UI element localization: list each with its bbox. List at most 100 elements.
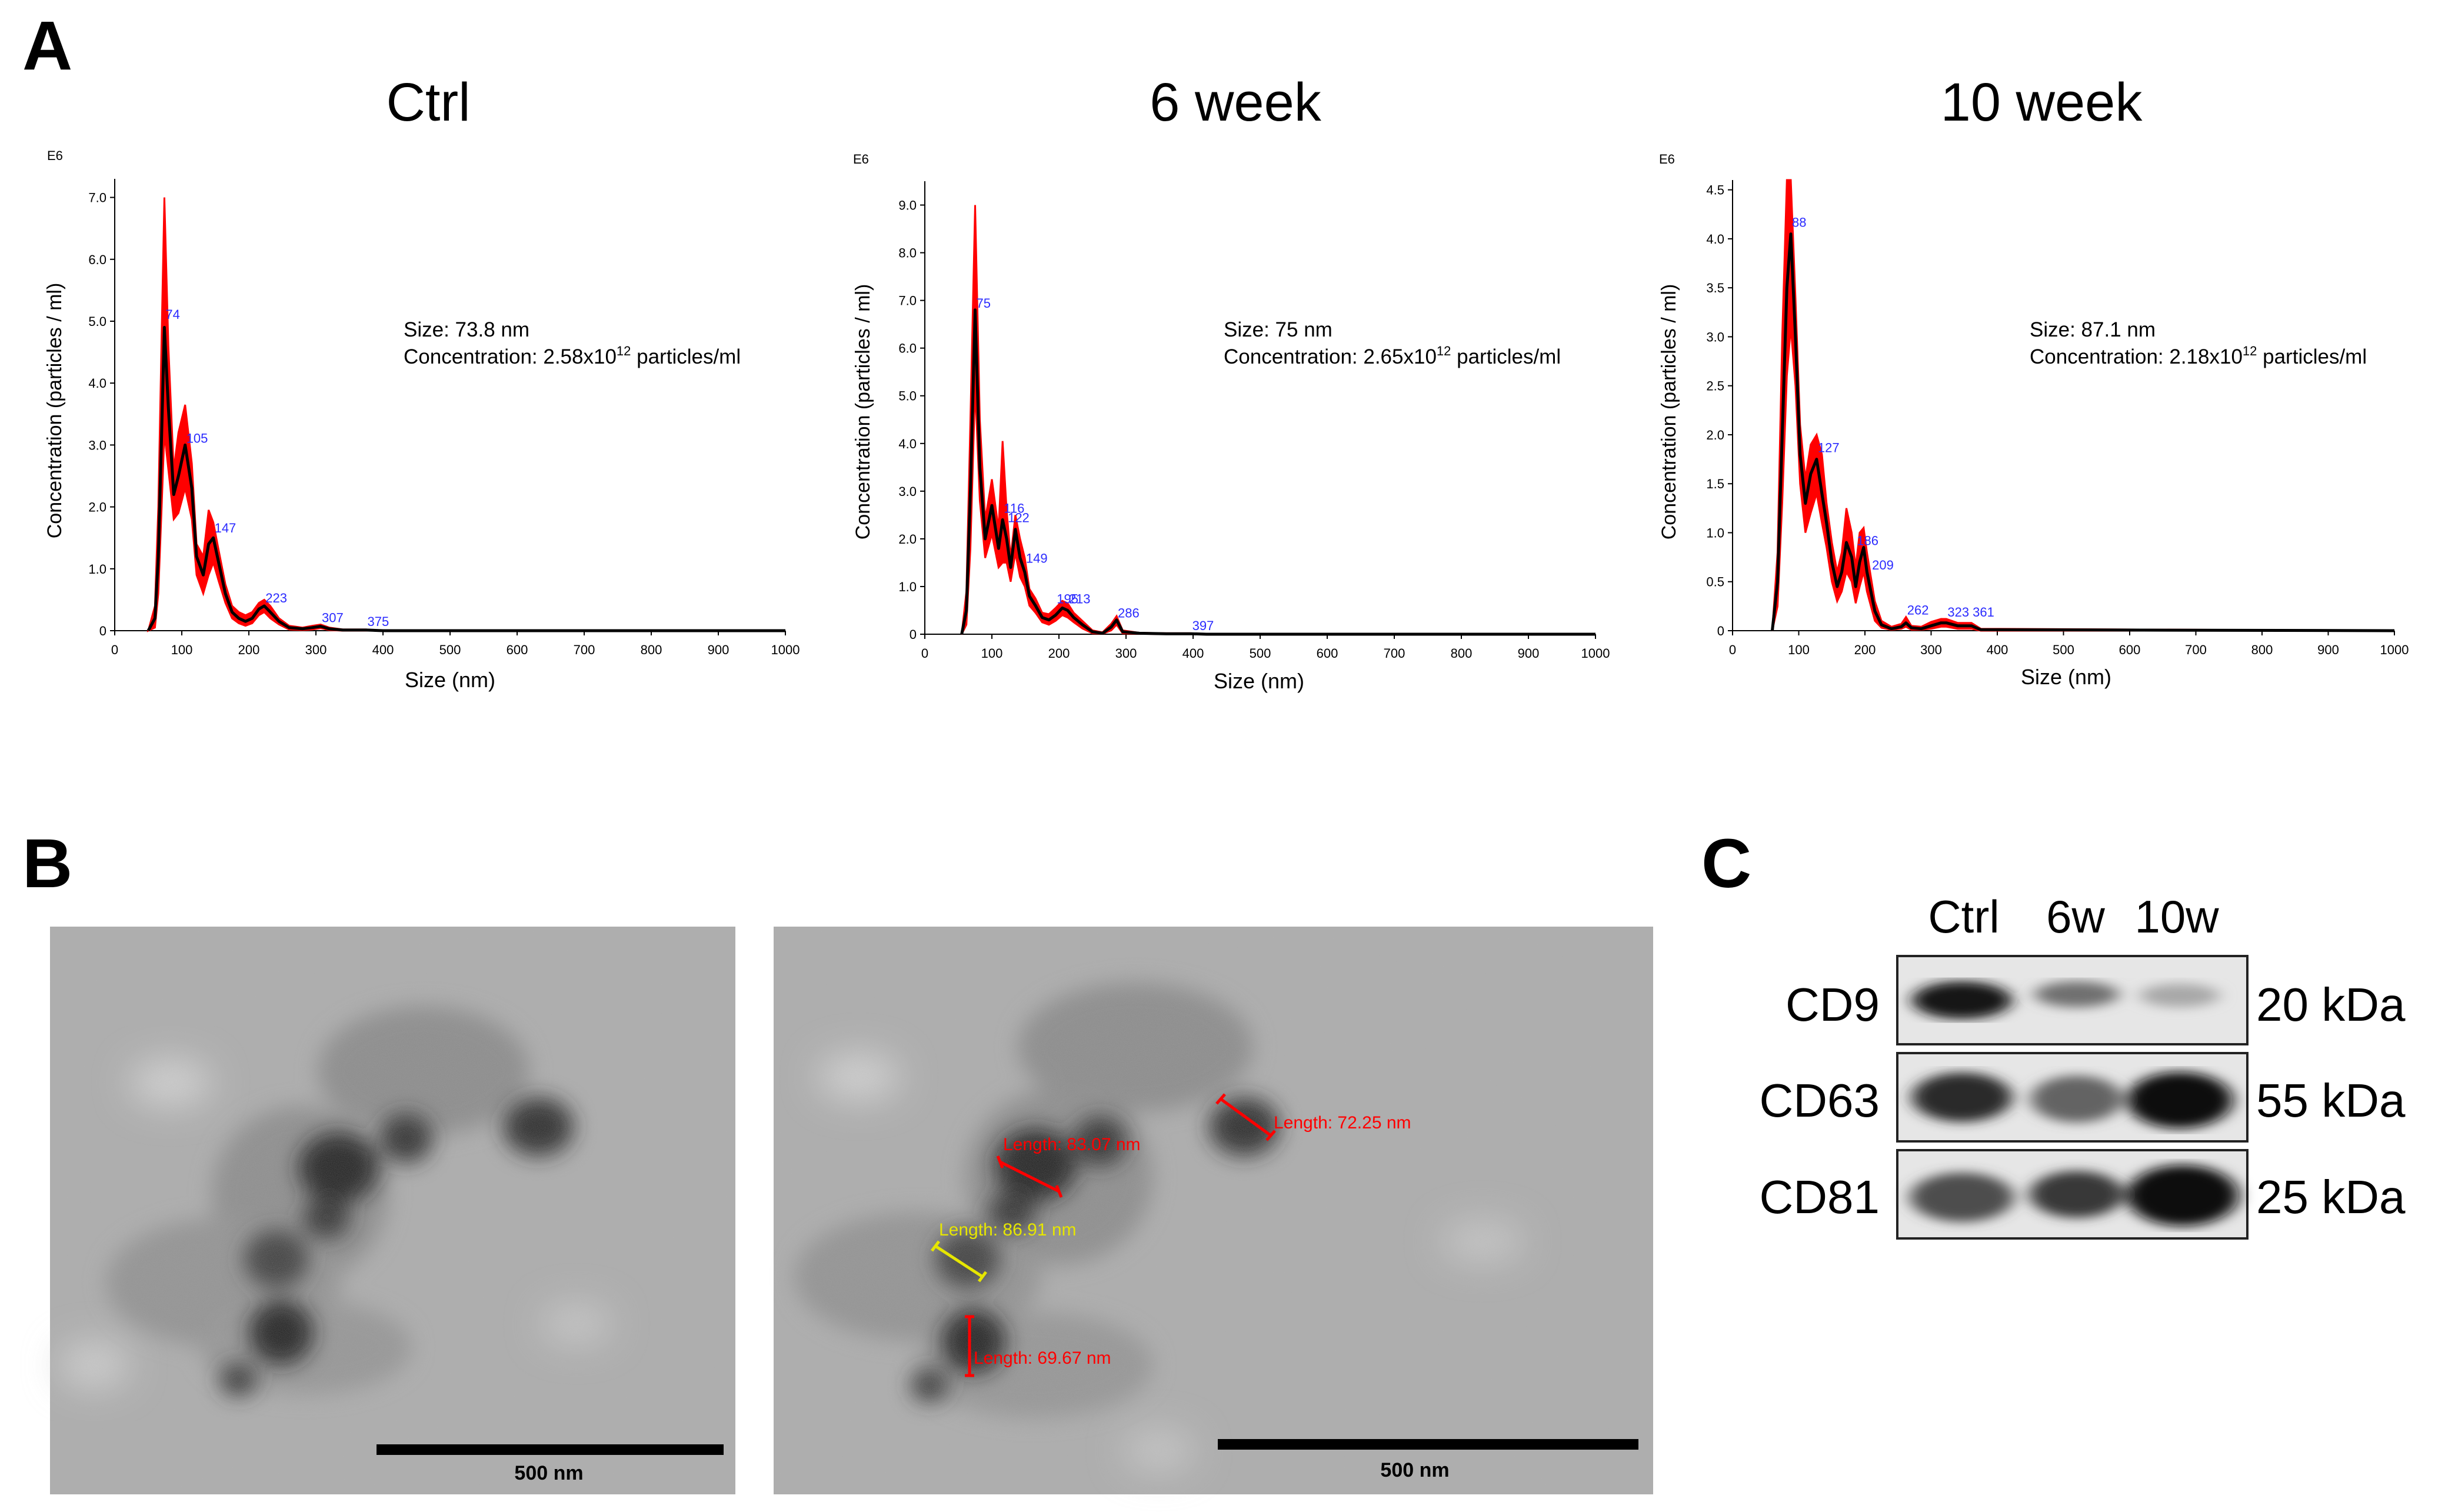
kda-label-cd63: 55 kDa: [2256, 1074, 2406, 1127]
x-tick-label: 300: [1920, 642, 1942, 657]
y-tick-label: 0: [910, 627, 917, 642]
x-tick-label: 1000: [1581, 646, 1610, 661]
y-tick-label: 8.0: [898, 246, 917, 261]
y-tick-label: 3.0: [88, 438, 106, 452]
y-tick-label: 1.5: [1706, 477, 1724, 491]
peak-label: 186: [1857, 533, 1878, 548]
blot-row-cd81: CD81 25 kDa: [1759, 1149, 2406, 1240]
x-tick-label: 500: [2053, 642, 2074, 657]
scale-bar-right: [1218, 1439, 1638, 1450]
peak-label: 323: [1947, 605, 1969, 620]
y-tick-label: 4.0: [898, 437, 917, 451]
mean-line: [1771, 232, 2395, 632]
conc-unit: particles/ml: [631, 345, 741, 368]
band-cd63-10w: [2127, 1072, 2233, 1128]
band-cd81-ctrl: [1910, 1173, 2014, 1222]
peak-label: 74: [165, 307, 179, 322]
x-tick-label: 700: [2185, 642, 2207, 657]
peak-label: 213: [1069, 591, 1091, 606]
y-tick-label: 1.0: [1706, 525, 1724, 540]
x-axis-label: Size (nm): [405, 668, 495, 692]
conc-unit: particles/ml: [1451, 345, 1561, 368]
x-tick-label: 0: [921, 646, 928, 661]
tem-image-right: Length: 83.07 nm Length: 72.25 nm Length…: [774, 927, 1653, 1494]
x-tick-label: 100: [171, 642, 193, 657]
x-tick-label: 300: [305, 642, 327, 657]
x-tick-label: 0: [111, 642, 118, 657]
size-annotation: Size: 75 nm: [1224, 318, 1333, 341]
y-tick-label: 3.5: [1706, 281, 1724, 295]
protein-label-cd9: CD9: [1786, 978, 1880, 1031]
mean-line: [960, 308, 1595, 636]
panel-letter-a: A: [22, 7, 72, 85]
y-tick-label: 7.0: [88, 191, 106, 205]
x-tick-label: 400: [1182, 646, 1204, 661]
y-tick-label: 6.0: [898, 341, 917, 356]
conc-text: Concentration: 2.65x10: [1224, 345, 1437, 368]
panel-letter-b: B: [22, 825, 72, 902]
x-tick-label: 400: [1987, 642, 2008, 657]
tem-image-left: 500 nm: [50, 927, 735, 1494]
measurement-line-4: [965, 1315, 974, 1377]
scale-bar-label-right: 500 nm: [1380, 1459, 1449, 1481]
x-tick-label: 800: [641, 642, 662, 657]
measurement-label-3: Length: 86.91 nm: [939, 1220, 1077, 1240]
x-tick-label: 100: [981, 646, 1003, 661]
measurement-label-1: Length: 83.07 nm: [1003, 1135, 1141, 1154]
peak-label: 209: [1872, 558, 1894, 572]
y-tick-label: 2.0: [898, 532, 917, 547]
protein-label-cd81: CD81: [1759, 1171, 1880, 1223]
y-tick-label: 9.0: [898, 198, 917, 213]
peak-label: 223: [265, 591, 287, 605]
protein-label-cd63: CD63: [1759, 1074, 1880, 1127]
x-tick-label: 900: [2317, 642, 2339, 657]
y-tick-label: 3.0: [1706, 329, 1724, 344]
peak-label: 307: [322, 610, 344, 625]
x-tick-label: 800: [1451, 646, 1473, 661]
peak-label: 361: [1973, 605, 1994, 620]
x-tick-label: 700: [574, 642, 595, 657]
kda-label-cd9: 20 kDa: [2256, 978, 2406, 1031]
band-cd81-10w: [2127, 1165, 2239, 1226]
mean-line: [146, 326, 785, 632]
lane-label-10w: 10w: [2134, 891, 2219, 942]
nta-chart-6-week: 6 week E6 Concentration (particles / ml)…: [852, 72, 1610, 693]
peak-label: 105: [186, 431, 208, 445]
y-tick-label: 1.0: [88, 562, 106, 577]
panel-letter-c: C: [1701, 825, 1751, 902]
measurement-line-3: [931, 1240, 987, 1283]
x-tick-label: 700: [1384, 646, 1405, 661]
x-tick-label: 300: [1115, 646, 1137, 661]
y-multiplier: E6: [853, 152, 869, 166]
blot-row-cd63: CD63 55 kDa: [1759, 1052, 2406, 1143]
y-tick-label: 4.0: [88, 376, 106, 391]
measurement-line-2: [1215, 1093, 1276, 1141]
lane-label-ctrl: Ctrl: [1928, 891, 1999, 942]
x-tick-label: 1000: [2380, 642, 2409, 657]
x-tick-label: 800: [2251, 642, 2273, 657]
size-annotation: Size: 87.1 nm: [2030, 318, 2156, 341]
x-tick-label: 900: [708, 642, 729, 657]
measurement-label-4: Length: 69.67 nm: [974, 1348, 1111, 1368]
concentration-annotation: Concentration: 2.18x1012 particles/ml: [2030, 344, 2367, 368]
error-band: [961, 205, 1595, 635]
y-tick-label: 4.5: [1706, 183, 1724, 198]
band-cd9-10w: [2140, 984, 2220, 1007]
x-tick-label: 0: [1729, 642, 1736, 657]
nta-chart-10-week: 10 week E6 Concentration (particles / ml…: [1658, 72, 2409, 689]
concentration-annotation: Concentration: 2.58x1012 particles/ml: [404, 344, 741, 368]
y-axis-label: Concentration (particles / ml): [852, 284, 874, 540]
y-axis-label: Concentration (particles / ml): [1658, 284, 1680, 540]
y-tick-label: 3.0: [898, 484, 917, 499]
y-tick-label: 2.5: [1706, 379, 1724, 394]
conc-exponent: 12: [1437, 344, 1451, 358]
band-cd63-ctrl: [1912, 1073, 2012, 1122]
y-multiplier: E6: [1659, 152, 1675, 166]
x-tick-label: 400: [372, 642, 394, 657]
peak-label: 116: [1004, 501, 1024, 515]
x-axis-label: Size (nm): [1214, 669, 1304, 693]
y-tick-label: 0: [1717, 624, 1724, 638]
conc-text: Concentration: 2.18x10: [2030, 345, 2243, 368]
peak-label: 75: [977, 296, 991, 311]
